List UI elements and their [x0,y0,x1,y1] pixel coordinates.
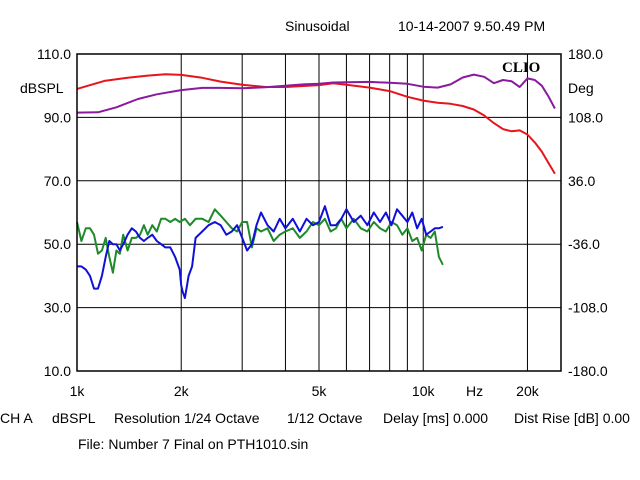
delay-label: Delay [ms] 0.000 [383,410,489,426]
chart-grid [76,53,561,372]
y-tick-label-right: 180.0 [568,46,603,62]
channel-label: CH A [0,410,33,426]
y-tick-label-right: 36.0 [568,173,595,189]
y-tick-label-right: -36.0 [568,236,600,252]
y-tick-label-right: -180.0 [568,363,608,379]
measurement-mode: Sinusoidal [285,18,350,34]
y-tick-label-left: 90.0 [44,109,71,125]
chart-series [76,73,556,300]
smoothing-label: 1/12 Octave [287,410,363,426]
plot-frame [76,53,562,372]
y-axis-right-label: Deg [568,80,594,96]
series-line-purple [76,73,556,114]
timestamp: 10-14-2007 9.50.49 PM [398,18,546,34]
y-tick-label-left: 30.0 [44,300,71,316]
y-tick-label-right: 108.0 [568,109,603,125]
clio-brand-label: CLIO [502,60,540,76]
y-tick-label-left: 70.0 [44,173,71,189]
y-ticks-right: 180.0 108.0 36.0 -36.0 -108.0 -180.0 [568,46,608,379]
x-tick-label: 5k [312,383,328,399]
x-axis-unit-label: Hz [466,383,483,399]
x-tick-label: 2k [174,383,190,399]
x-tick-label: 10k [412,383,436,399]
y-ticks-left: 110.0 90.0 70.0 50.0 30.0 10.0 [37,46,71,379]
dist-rise-label: Dist Rise [dB] 0.00 [514,410,630,426]
x-tick-label: 20k [516,383,540,399]
resolution-label: Resolution 1/24 Octave [114,410,260,426]
x-ticks: 1k 2k 5k 10k 20k [70,383,540,399]
series-line-blue [77,205,444,300]
y-tick-label-right: -108.0 [568,300,608,316]
y-tick-label-left: 50.0 [44,236,71,252]
y-tick-label-left: 10.0 [44,363,71,379]
file-label: File: Number 7 Final on PTH1010.sin [78,436,309,452]
y-axis-left-label: dBSPL [20,80,64,96]
series-line-green [76,208,444,274]
series-line-red [76,73,556,175]
units-label: dBSPL [52,410,96,426]
y-tick-label-left: 110.0 [37,46,71,62]
x-tick-label: 1k [70,383,86,399]
